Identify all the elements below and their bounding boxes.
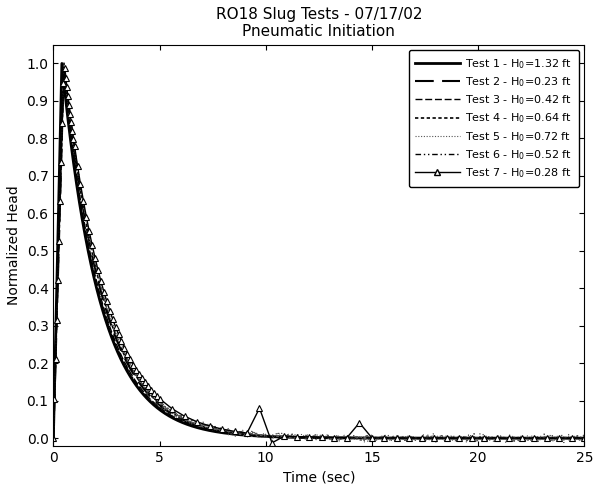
X-axis label: Time (sec): Time (sec) [283,470,355,484]
Legend: Test 1 - H$_0$=1.32 ft, Test 2 - H$_0$=0.23 ft, Test 3 - H$_0$=0.42 ft, Test 4 -: Test 1 - H$_0$=1.32 ft, Test 2 - H$_0$=0… [409,50,579,187]
Y-axis label: Normalized Head: Normalized Head [7,185,21,305]
Title: RO18 Slug Tests - 07/17/02
Pneumatic Initiation: RO18 Slug Tests - 07/17/02 Pneumatic Ini… [215,7,422,39]
